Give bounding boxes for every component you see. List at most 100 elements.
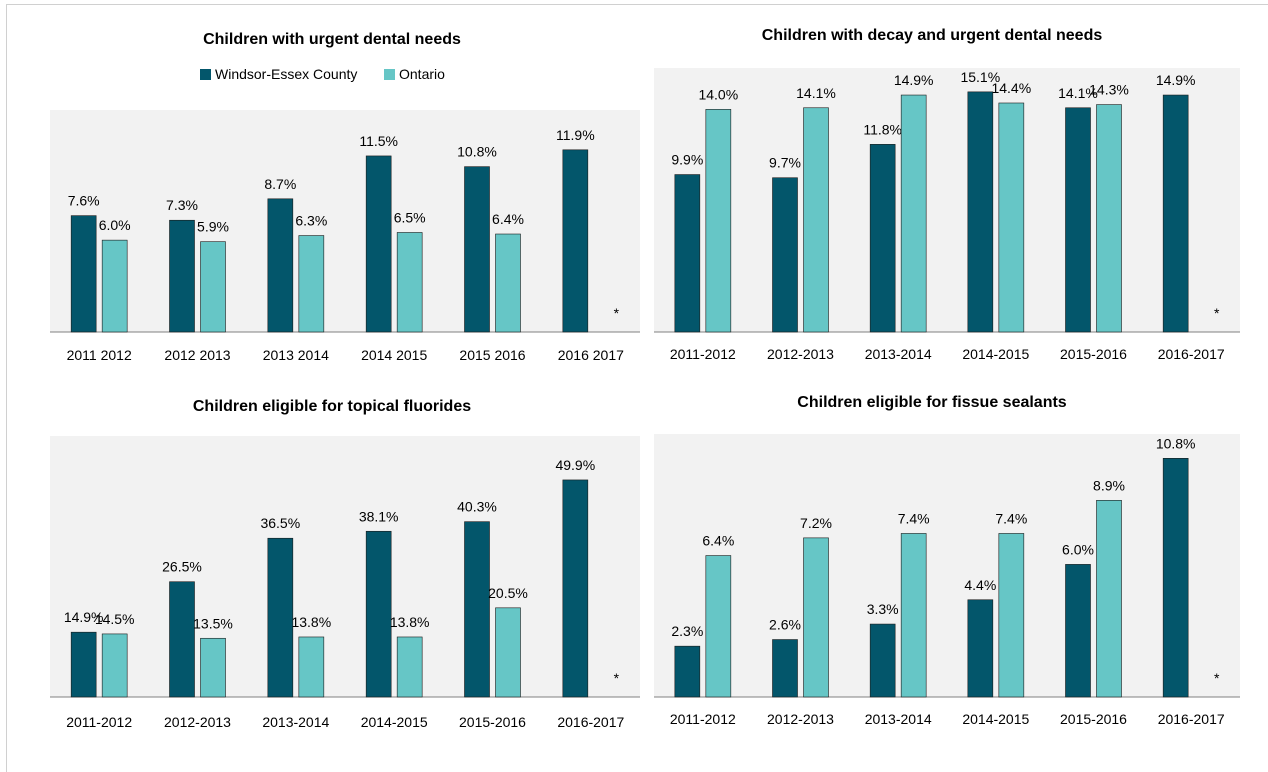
x-tick-label: 2011-2012 [66,714,132,730]
chart-svg: Children with decay and urgent dental ne… [654,27,1240,362]
x-tick-label: 2011-2012 [670,346,736,362]
bar-windsor [772,177,798,333]
bar-windsor [464,166,490,333]
bar-windsor [869,144,896,333]
data-label-ontario: 14.0% [698,86,738,102]
bar-windsor [1065,107,1091,333]
bar-ontario [705,555,732,698]
bar-ontario [998,102,1025,333]
x-tick-label: 2012-2013 [767,346,834,362]
data-label-windsor: 11.9% [556,127,595,143]
data-label-windsor: 36.5% [260,515,300,531]
x-tick-label: 2015-2016 [1060,711,1127,727]
data-label-windsor: 4.4% [964,577,996,593]
bar-windsor [674,645,701,698]
bar-ontario [298,636,325,698]
data-label-windsor: 40.3% [457,499,497,515]
bar-windsor [267,198,294,333]
bar-windsor [1065,564,1091,698]
data-label-windsor: 38.1% [359,508,399,524]
bar-windsor [169,219,195,333]
not-available-marker: * [1214,670,1220,686]
bar-windsor [464,521,490,698]
data-label-ontario: 13.8% [390,614,430,630]
x-tick-label: 2013 2014 [263,347,329,363]
x-tick-label: 2013-2014 [262,714,329,730]
data-label-windsor: 11.5% [359,133,398,149]
bar-ontario [396,232,423,333]
data-label-windsor: 15.1% [960,69,1000,85]
data-label-windsor: 14.9% [1156,72,1196,88]
chart-topical-fluorides: Children eligible for topical fluorides 1… [40,385,640,745]
plot-area [654,68,1240,332]
legend: Windsor-Essex County Ontario [200,66,445,82]
x-tick-label: 2016-2017 [557,714,624,730]
bar-ontario [900,94,927,333]
bar-windsor [674,174,701,333]
data-label-windsor: 14.1% [1058,85,1098,101]
plot-area [50,436,640,697]
data-label-ontario: 14.3% [1089,82,1129,98]
x-tick-label: 2014-2015 [962,346,1029,362]
data-label-windsor: 9.9% [671,152,703,168]
legend-swatch-windsor [200,69,211,80]
legend-swatch-ontario [384,69,395,80]
plot-area [50,110,640,332]
data-label-ontario: 8.9% [1093,477,1125,493]
frame-top-border [6,4,1268,5]
data-label-ontario: 14.5% [95,611,135,627]
bar-windsor [267,537,294,698]
x-tick-label: 2013-2014 [865,711,932,727]
x-tick-label: 2011 2012 [67,347,132,363]
data-label-ontario: 20.5% [488,585,528,601]
x-tick-label: 2012-2013 [767,711,834,727]
data-label-windsor: 7.6% [68,193,100,209]
data-label-ontario: 6.4% [702,533,734,549]
data-label-windsor: 7.3% [166,197,198,213]
data-label-ontario: 14.4% [991,80,1031,96]
data-label-ontario: 6.3% [295,213,327,229]
chart-decay-urgent-needs: Children with decay and urgent dental ne… [640,20,1240,380]
data-label-windsor: 2.3% [671,623,703,639]
x-tick-label: 2016-2017 [1158,711,1225,727]
x-tick-label: 2014-2015 [361,714,428,730]
not-available-marker: * [1214,305,1220,321]
chart-title: Children eligible for fissue sealants [797,394,1067,411]
data-label-ontario: 14.9% [894,72,934,88]
chart-svg: Children eligible for topical fluorides 1… [50,398,640,730]
bar-windsor [169,581,195,698]
bar-ontario [200,241,226,333]
data-label-ontario: 7.2% [800,515,832,531]
data-label-windsor: 9.7% [769,155,801,171]
x-tick-label: 2014 2015 [361,347,427,363]
bar-ontario [900,533,927,698]
bar-ontario [803,107,829,333]
bar-ontario [101,239,128,333]
chart-title: Children with decay and urgent dental ne… [762,27,1103,44]
data-label-windsor: 49.9% [555,457,595,473]
chart-title: Children with urgent dental needs [203,31,461,48]
bar-windsor [562,149,589,333]
data-label-windsor: 2.6% [769,617,801,633]
data-label-windsor: 8.7% [264,176,296,192]
bar-windsor [70,631,97,698]
data-label-ontario: 7.4% [898,510,930,526]
bar-windsor [869,623,896,698]
data-label-ontario: 13.5% [193,615,233,631]
chart-svg: Children with urgent dental needs Windsor… [50,31,640,363]
bar-windsor [967,599,994,698]
bar-ontario [101,633,128,698]
plot-area [654,434,1240,697]
x-tick-label: 2015-2016 [459,714,526,730]
bar-windsor [1162,458,1189,698]
x-tick-label: 2012 2013 [164,347,230,363]
legend-label-ontario: Ontario [399,66,445,82]
data-label-ontario: 14.1% [796,85,836,101]
data-label-windsor: 14.9% [64,609,104,625]
x-tick-label: 2015 2016 [459,347,525,363]
bar-windsor [1162,94,1189,333]
data-label-windsor: 10.8% [457,144,497,160]
data-label-ontario: 13.8% [291,614,331,630]
bar-ontario [705,109,732,333]
bar-ontario [298,235,325,333]
